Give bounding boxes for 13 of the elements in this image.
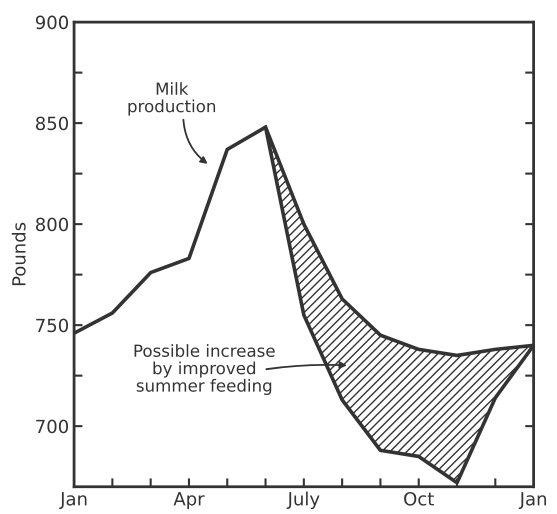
x-tick-label: Jan (59, 492, 86, 509)
y-axis-title: Pounds (12, 222, 26, 286)
y-tick-label: 700 (36, 420, 68, 434)
x-tick-label: Jan (518, 492, 546, 509)
y-tick-label: 800 (36, 218, 68, 232)
annotation: Possible increase by improved summer feeding (134, 344, 275, 396)
y-tick-label: 850 (36, 116, 68, 130)
x-tick-label: Oct (404, 492, 434, 506)
y-tick-label: 900 (36, 16, 68, 30)
x-tick-label: July (286, 492, 320, 510)
annotation: Milk production (128, 82, 216, 116)
y-tick-label: 750 (36, 318, 68, 332)
x-tick-label: Apr (173, 492, 205, 510)
